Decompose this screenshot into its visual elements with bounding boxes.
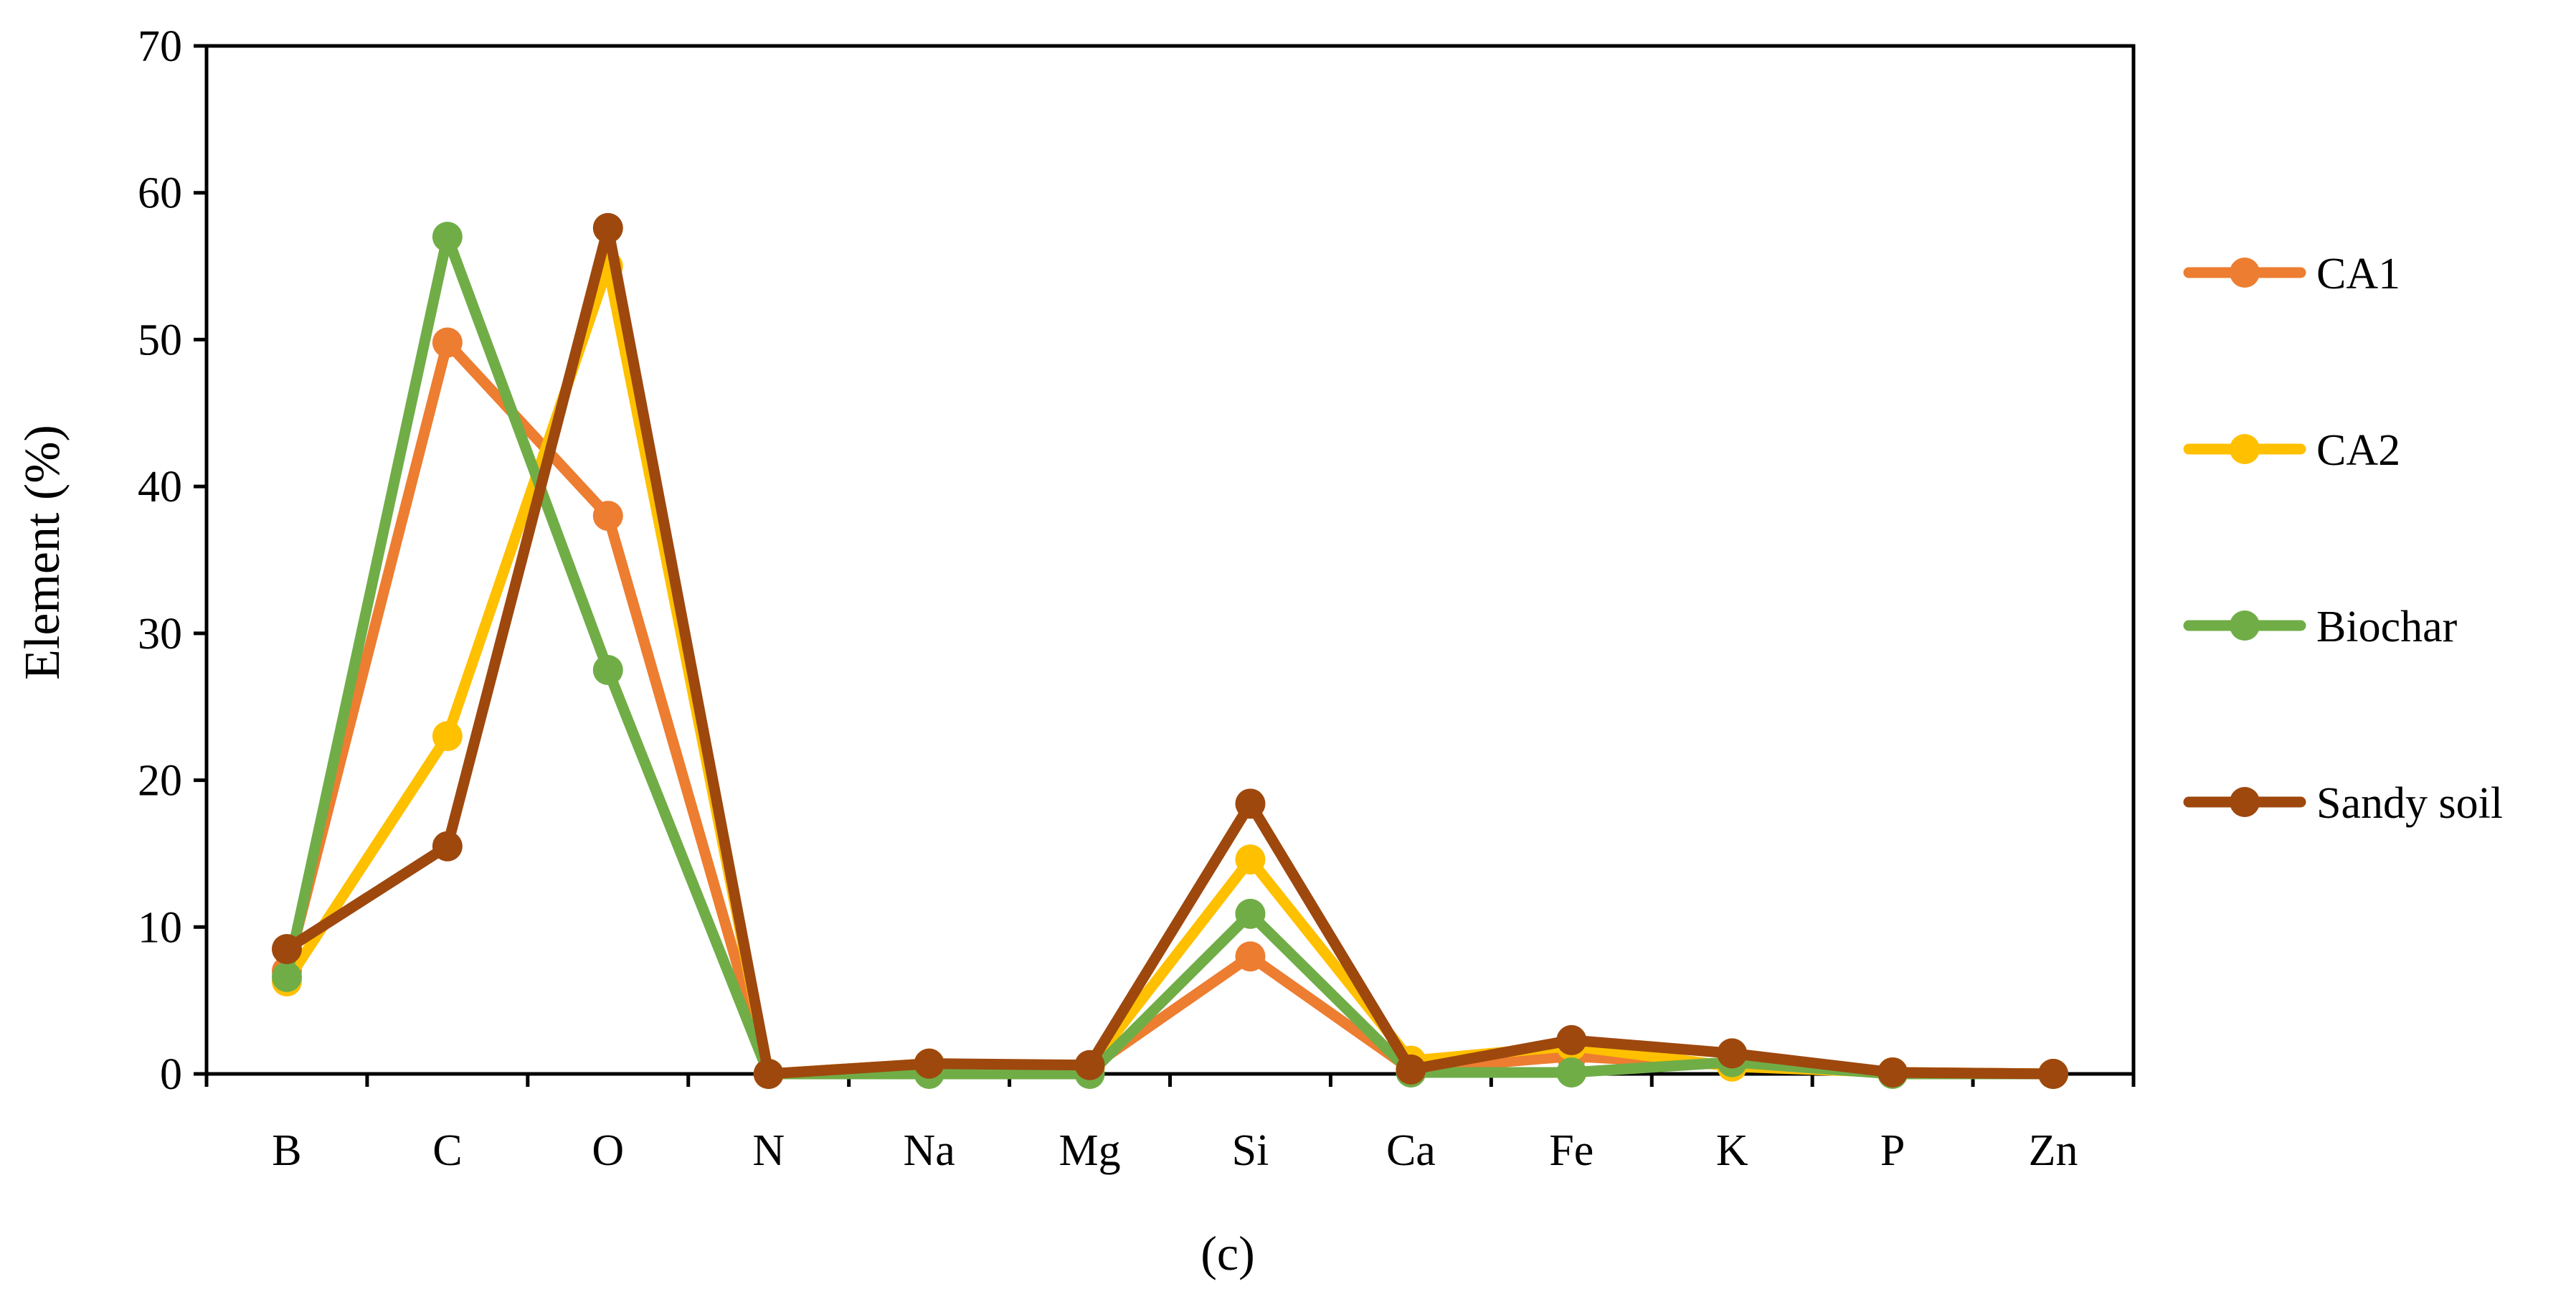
x-tick-label: C bbox=[432, 1126, 462, 1175]
y-tick-label: 20 bbox=[138, 757, 182, 806]
legend-entry: Sandy soil bbox=[2183, 779, 2503, 828]
x-tick-label: N bbox=[752, 1126, 785, 1175]
x-tick-label: P bbox=[1880, 1126, 1905, 1175]
x-tick-label: Mg bbox=[1059, 1126, 1120, 1175]
data-point bbox=[1556, 1057, 1587, 1088]
legend-label: Biochar bbox=[2316, 603, 2458, 651]
data-point bbox=[1717, 1038, 1748, 1069]
legend-entry: CA2 bbox=[2183, 426, 2400, 475]
data-point bbox=[432, 831, 463, 862]
data-point bbox=[592, 212, 623, 243]
data-point bbox=[914, 1048, 944, 1079]
plot-area: 0 10 20 30 40 50 60 70 B C O N Na Mg Si Ca Fe K P Zn bbox=[138, 22, 2136, 1175]
data-point bbox=[1877, 1057, 1908, 1088]
x-tick-label: B bbox=[272, 1126, 301, 1175]
chart-caption: (c) bbox=[1201, 1226, 1254, 1281]
data-point bbox=[1235, 898, 1266, 929]
legend-entry: CA1 bbox=[2183, 250, 2400, 298]
y-tick-label: 30 bbox=[138, 610, 182, 659]
y-tick-label: 70 bbox=[138, 22, 182, 71]
x-tick-label: Ca bbox=[1386, 1126, 1436, 1175]
data-point bbox=[592, 655, 623, 686]
x-tick-label: Si bbox=[1232, 1126, 1269, 1175]
data-point bbox=[1235, 788, 1266, 819]
data-point bbox=[1074, 1050, 1105, 1080]
data-point bbox=[271, 933, 302, 964]
data-point bbox=[1556, 1024, 1587, 1055]
legend-swatch-marker bbox=[2230, 787, 2260, 817]
data-point bbox=[432, 721, 463, 752]
data-point bbox=[1235, 941, 1266, 972]
data-point bbox=[1396, 1054, 1426, 1085]
data-point bbox=[592, 501, 623, 532]
legend-swatch-marker bbox=[2230, 258, 2260, 288]
series-layer bbox=[271, 212, 2069, 1089]
x-tick-label: Na bbox=[903, 1126, 955, 1175]
legend-label: CA2 bbox=[2316, 426, 2400, 475]
legend-swatch-marker bbox=[2230, 434, 2260, 464]
legend-label: Sandy soil bbox=[2316, 779, 2503, 828]
y-tick-label: 40 bbox=[138, 463, 182, 511]
x-tick-label: Fe bbox=[1549, 1126, 1594, 1175]
legend: CA1 CA2 Biochar Sandy soil bbox=[2183, 250, 2503, 828]
series-sandy-soil bbox=[271, 212, 2069, 1089]
x-tick-label: K bbox=[1716, 1126, 1748, 1175]
x-tick-label: Zn bbox=[2029, 1126, 2078, 1175]
data-point bbox=[1235, 844, 1266, 875]
series-line bbox=[281, 222, 2059, 1080]
y-tick-label: 0 bbox=[160, 1050, 182, 1099]
legend-entry: Biochar bbox=[2183, 603, 2458, 651]
axis-labels: Element (%) (c) bbox=[15, 425, 1255, 1281]
y-tick-label: 50 bbox=[138, 316, 182, 364]
series-line bbox=[281, 231, 2059, 1080]
y-tick-label: 10 bbox=[138, 903, 182, 952]
x-tick-label: O bbox=[592, 1126, 624, 1175]
y-axis-title: Element (%) bbox=[15, 425, 70, 680]
legend-swatch-marker bbox=[2230, 610, 2260, 641]
data-point bbox=[753, 1059, 784, 1089]
y-tick-label: 60 bbox=[138, 169, 182, 218]
legend-label: CA1 bbox=[2316, 250, 2400, 298]
data-point bbox=[271, 961, 302, 992]
data-point bbox=[2038, 1059, 2069, 1089]
data-point bbox=[432, 327, 463, 358]
data-point bbox=[432, 222, 463, 253]
